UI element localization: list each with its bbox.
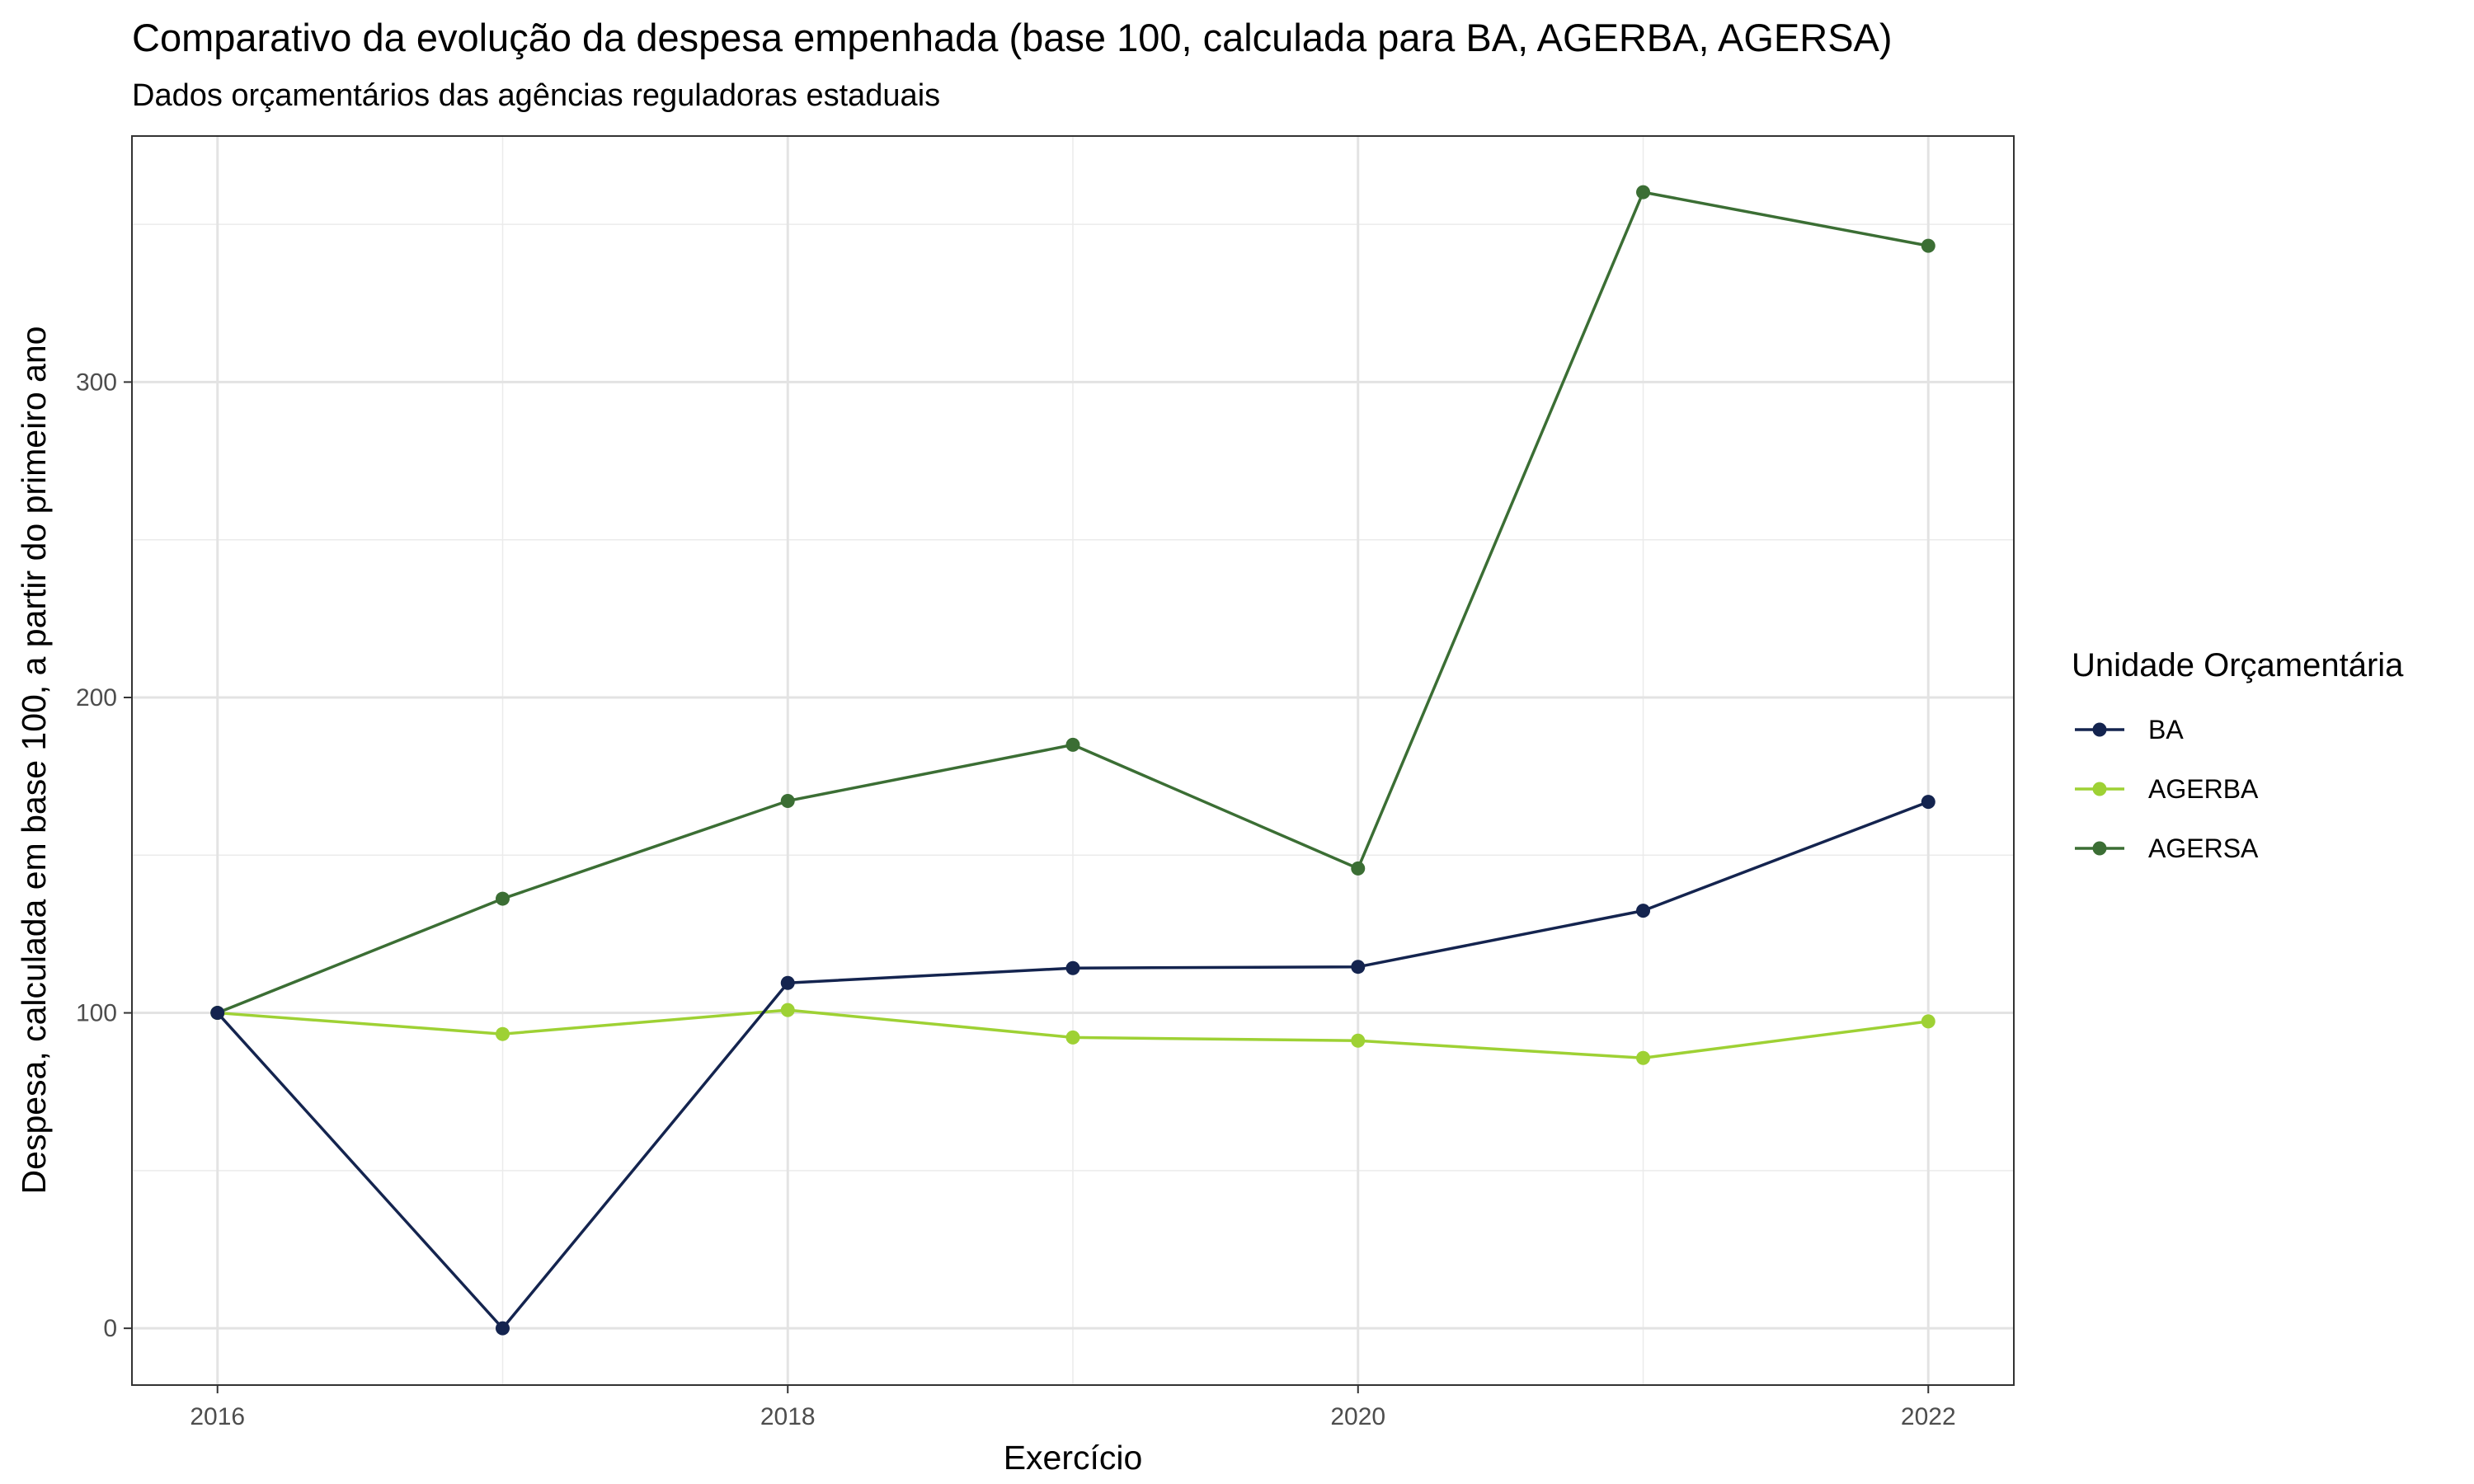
x-tick-label: 2020 [1330,1403,1385,1430]
grid-lines [132,136,2014,1385]
chart-subtitle: Dados orçamentários das agências regulad… [132,78,940,113]
data-point-ba [1351,960,1366,974]
series-agersa [210,185,1935,1021]
data-point-agerba [780,1003,795,1017]
x-axis: 2016 2018 2020 2022 [190,1385,1956,1430]
data-point-agerba [1065,1030,1080,1045]
y-tick-label: 300 [76,369,117,396]
data-point-ba [210,1006,225,1021]
data-point-agersa [1065,737,1080,752]
data-point-agersa [495,891,510,906]
y-axis-title: Despesa, calculada em base 100, a partir… [15,326,53,1195]
plot-border [131,135,2015,1386]
x-axis-title: Exercício [1004,1439,1143,1477]
data-point-agersa [1921,238,1935,253]
data-point-agersa [780,793,795,808]
legend-item-ba: BA [2075,715,2184,744]
legend-label: BA [2148,715,2184,744]
data-point-agerba [495,1026,510,1041]
x-tick-label: 2018 [760,1403,816,1430]
legend-item-agersa: AGERSA [2075,834,2259,863]
legend-title: Unidade Orçamentária [2072,647,2404,683]
legend-key-point [2092,722,2107,737]
data-point-agersa [1636,185,1651,200]
y-tick-label: 200 [76,684,117,711]
y-tick-label: 100 [76,1000,117,1027]
data-point-ba [1636,904,1651,918]
data-point-agerba [1921,1014,1935,1029]
data-point-ba [1065,960,1080,975]
data-point-agerba [1636,1050,1651,1065]
legend-key-point [2092,782,2107,796]
data-point-ba [780,975,795,990]
data-point-ba [1921,795,1935,810]
data-point-ba [495,1321,510,1336]
y-axis: 0 100 200 300 [76,369,132,1342]
series-ba [210,795,1935,1336]
data-point-agersa [1351,861,1366,876]
data-point-agerba [1351,1033,1366,1048]
legend: Unidade Orçamentária BA AGERBA AGERSA [2072,647,2404,863]
legend-item-agerba: AGERBA [2075,774,2259,804]
legend-key-point [2092,841,2107,856]
x-tick-label: 2016 [190,1403,245,1430]
series-layer [210,185,1935,1336]
legend-label: AGERSA [2148,834,2259,863]
series-agerba [210,1003,1935,1065]
x-tick-label: 2022 [1901,1403,1956,1430]
chart-title: Comparativo da evolução da despesa empen… [132,16,1893,59]
legend-label: AGERBA [2148,774,2259,804]
y-tick-label: 0 [103,1315,117,1342]
